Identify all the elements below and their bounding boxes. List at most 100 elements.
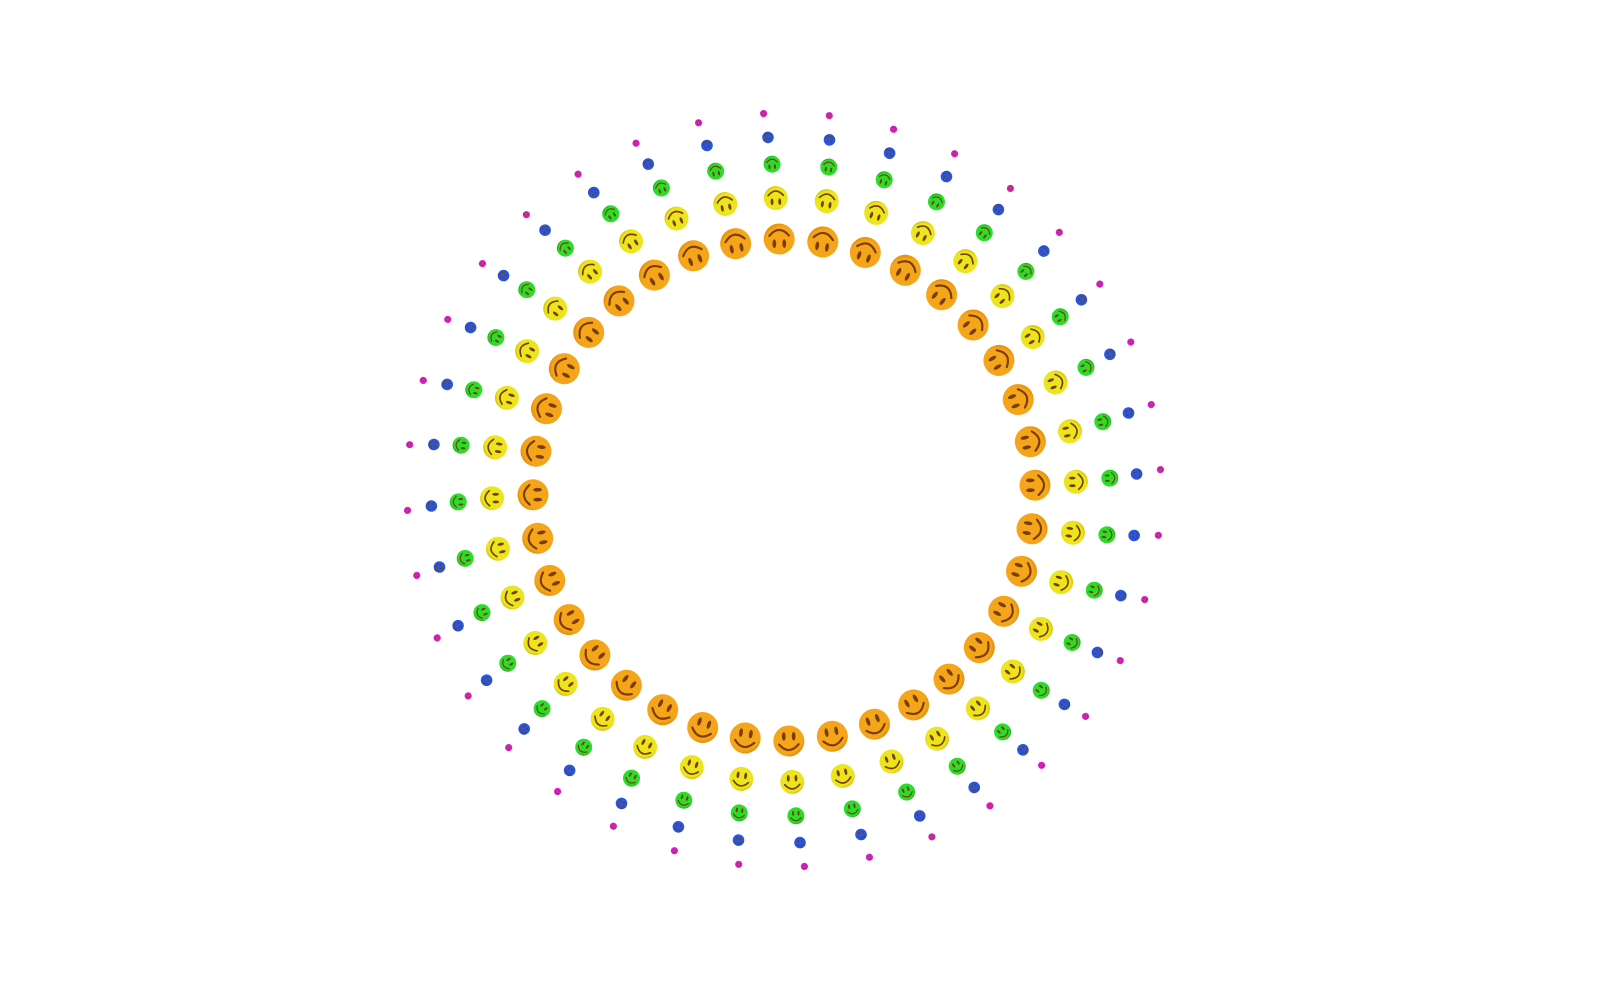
smiley-face-icon [464,321,477,334]
smiley-face-icon [553,787,562,796]
smiley-face-icon [515,339,540,364]
smiley-face-icon [1028,616,1053,641]
smiley-face-icon [574,170,582,178]
smiley-face-icon [953,249,978,274]
smiley-face-icon [720,228,752,260]
smiley-face-icon [1101,469,1119,487]
smiley-face-icon [548,353,580,385]
smiley-face-icon [823,134,836,146]
smiley-face-icon [992,203,1005,216]
smiley-face-icon [553,671,578,696]
smiley-face-icon [425,500,438,512]
smiley-face-icon [1081,712,1090,721]
smiley-face-icon [500,585,525,610]
smiley-face-icon [670,847,679,855]
smiley-face-icon [729,766,754,791]
smiley-face-icon [1085,581,1103,599]
smiley-face-icon [940,170,953,183]
smiley-face-icon [787,807,805,825]
smiley-face-icon [963,632,995,664]
ring-green [449,155,1119,825]
smiley-face-icon [986,802,994,810]
smiley-face-icon [1091,646,1104,659]
smiley-face-icon [843,800,861,818]
smiley-face-icon [1000,659,1025,684]
ring-orange [517,223,1051,757]
smiley-face-icon [898,783,916,801]
smiley-face-icon [1006,184,1015,193]
smiley-face-icon [883,147,896,159]
smiley-face-icon [664,206,689,231]
smiley-face-icon [730,804,748,822]
smiley-face-icon [814,189,839,214]
smiley-face-icon [603,285,635,317]
smiley-face-icon [1141,595,1149,604]
smiley-face-icon [816,720,848,752]
smiley-face-icon [957,309,989,341]
smiley-face-icon [487,328,505,347]
smiley-face-icon [910,221,935,246]
ring-magenta [404,109,1165,871]
smiley-face-icon [849,237,881,268]
smiley-face-icon [652,179,670,197]
smiley-face-icon [404,506,412,514]
smiley-face-icon [465,381,483,399]
smiley-face-icon [1096,280,1104,288]
smiley-face-icon [735,860,743,868]
smiley-face-icon [1116,656,1124,665]
smiley-face-icon [759,109,768,118]
smiley-face-icon [875,171,893,189]
smiley-face-icon [913,810,926,822]
smiley-face-icon [1002,384,1034,416]
smiley-face-icon [499,654,517,672]
smiley-face-icon [579,639,611,671]
smiley-face-icon [763,186,788,211]
smiley-face-icon [1032,681,1050,699]
smiley-face-icon [1094,413,1112,431]
smiley-face-icon [573,316,605,348]
smiley-face-icon [578,259,603,284]
smiley-face-icon [865,853,874,861]
smiley-face-icon [968,781,981,794]
smiley-face-icon [780,769,805,794]
smiley-face-icon [609,822,618,830]
smiley-face-icon [473,604,491,622]
smiley-face-icon [820,158,838,176]
smiley-face-icon [933,663,965,695]
smiley-face-icon [924,726,950,751]
smiley-face-icon [1115,589,1127,602]
ring-blue [425,131,1143,849]
smiley-face-icon [523,630,548,656]
smiley-face-icon [1006,555,1037,587]
smiley-face-icon [1043,370,1068,395]
smiley-face-icon [879,749,904,774]
smiley-face-icon [456,549,474,567]
smiley-face-icon [543,296,568,321]
smiley-face-icon [762,131,774,144]
smiley-face-icon [1016,513,1048,545]
smiley-face-icon [928,833,936,841]
smiley-face-icon [533,700,551,718]
smiley-face-icon [480,674,493,687]
smiley-face-icon [518,281,536,299]
smiley-face-icon [1104,348,1116,361]
smiley-face-icon [638,259,670,291]
smiley-face-icon [1017,743,1029,756]
smiley-face-icon [647,694,679,726]
smiley-face-icon [464,692,472,700]
smiley-face-icon [679,755,704,780]
smiley-face-icon [950,150,959,158]
smiley-face-icon [898,689,930,721]
smiley-face-icon [517,479,549,511]
smiley-face-icon [1051,308,1069,326]
smiley-face-icon [534,564,566,596]
smiley-face-icon [701,139,713,152]
smiley-face-icon [1130,468,1143,480]
smiley-face-icon [830,763,855,789]
smiley-face-icon [800,862,809,871]
smiley-face-icon [632,139,640,147]
smiley-face-icon [1020,324,1045,350]
smiley-face-icon [763,223,795,255]
smiley-face-icon [633,734,658,759]
